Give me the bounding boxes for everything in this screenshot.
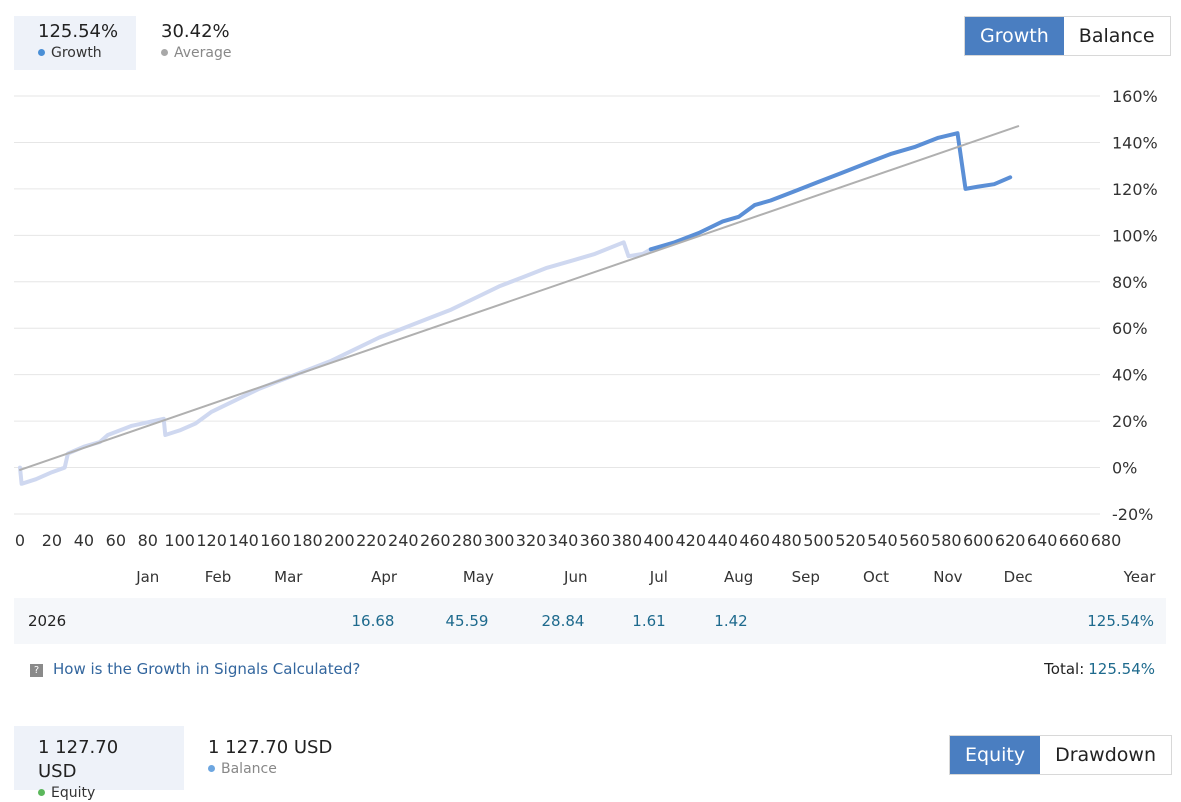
equity-stat[interactable]: 1 127.70 USD Equity [14,726,184,801]
total-growth: Total: 125.54% [1044,660,1155,678]
equity-toggle-button[interactable]: Equity [950,736,1041,774]
x-tick-label: 260 [420,531,451,550]
y-tick-label: 20% [1112,412,1148,431]
x-tick-label: 20 [42,531,62,550]
month-label: Jan [135,568,159,586]
x-tick-label: 80 [138,531,158,550]
growth-dot-icon [38,49,45,56]
x-tick-label: 480 [771,531,802,550]
x-tick-label: 620 [995,531,1026,550]
month-value-aug: 1.42 [714,612,748,630]
average-label: Average [174,45,232,61]
x-tick-label: 320 [516,531,547,550]
y-tick-label: -20% [1112,505,1153,524]
x-tick-label: 180 [292,531,323,550]
growth-value: 125.54% [38,21,119,42]
y-tick-label: 40% [1112,366,1148,385]
x-tick-label: 680 [1091,531,1122,550]
x-tick-label: 0 [15,531,25,550]
balance-toggle-button[interactable]: Balance [1063,17,1170,55]
growth-balance-toggle: Growth Balance [964,16,1171,56]
equity-drawdown-toggle: Equity Drawdown [949,735,1172,775]
y-tick-label: 120% [1112,180,1158,199]
month-value-jul: 1.61 [632,612,666,630]
average-line [19,125,1020,471]
x-tick-label: 200 [324,531,355,550]
growth-toggle-button[interactable]: Growth [965,17,1064,55]
month-label: Dec [1004,568,1033,586]
balance-stat[interactable]: 1 127.70 USD Balance [184,726,374,790]
x-tick-label: 40 [74,531,94,550]
equity-dot-icon [38,789,45,796]
question-icon: ? [30,664,43,677]
x-tick-label: 600 [963,531,994,550]
month-label: Feb [205,568,232,586]
month-label: Sep [792,568,820,586]
drawdown-toggle-button[interactable]: Drawdown [1040,736,1171,774]
x-tick-label: 140 [228,531,259,550]
x-tick-label: 220 [356,531,387,550]
x-tick-label: 560 [899,531,930,550]
total-value: 125.54% [1088,660,1155,678]
month-label: Year [1123,568,1157,586]
month-value-may: 45.59 [445,612,489,630]
help-link-text: How is the Growth in Signals Calculated? [53,660,361,678]
x-tick-label: 500 [803,531,834,550]
x-tick-label: 360 [580,531,611,550]
month-label: Apr [371,568,398,586]
balance-label: Balance [221,761,277,777]
x-tick-label: 380 [612,531,643,550]
y-tick-label: 60% [1112,319,1148,338]
growth-line-0 [18,240,653,486]
month-label: Nov [933,568,962,586]
equity-label: Equity [51,785,96,801]
year-label: 2026 [28,612,67,630]
y-tick-label: 0% [1112,459,1137,478]
growth-label: Growth [51,45,102,61]
x-tick-label: 240 [388,531,419,550]
x-tick-label: 440 [707,531,738,550]
x-tick-label: 100 [164,531,195,550]
x-tick-label: 400 [644,531,675,550]
month-label: Jun [563,568,587,586]
x-tick-label: 520 [835,531,866,550]
year-table-row: 2026 16.68 45.59 28.84 1.61 1.42 125.54% [14,598,1166,644]
y-tick-label: 80% [1112,273,1148,292]
x-tick-label: 280 [452,531,483,550]
x-tick-label: 340 [548,531,579,550]
x-tick-label: 640 [1027,531,1058,550]
growth-stat[interactable]: 125.54% Growth [14,16,136,70]
month-label: May [463,568,494,586]
balance-dot-icon [208,765,215,772]
x-tick-label: 60 [106,531,126,550]
month-value-jun: 28.84 [541,612,585,630]
x-tick-label: 540 [867,531,898,550]
average-stat[interactable]: 30.42% Average [137,16,277,70]
x-tick-label: 460 [739,531,770,550]
x-tick-label: 660 [1059,531,1090,550]
x-tick-label: 580 [931,531,962,550]
average-value: 30.42% [161,21,230,42]
y-tick-label: 160% [1112,87,1158,106]
month-label: Jul [649,568,668,586]
growth-chart: -20% 0% 20% 40% 60% 80% 100% 120% 140% 160% 0 20 40… [14,87,1158,586]
y-tick-label: 140% [1112,133,1158,152]
x-tick-label: 420 [675,531,706,550]
month-label: Oct [863,568,889,586]
total-label: Total: [1044,660,1085,678]
y-tick-label: 100% [1112,226,1158,245]
average-dot-icon [161,49,168,56]
equity-value: 1 127.70 USD [38,737,119,782]
month-value-apr: 16.68 [351,612,395,630]
year-total-value: 125.54% [1087,612,1154,630]
month-label: Mar [274,568,303,586]
x-tick-label: 120 [196,531,227,550]
balance-value: 1 127.70 USD [208,737,333,758]
x-tick-label: 300 [484,531,515,550]
month-label: Aug [724,568,753,586]
growth-line-1 [648,131,1013,252]
x-tick-label: 160 [260,531,291,550]
growth-help-link[interactable]: ? How is the Growth in Signals Calculated… [30,660,360,678]
